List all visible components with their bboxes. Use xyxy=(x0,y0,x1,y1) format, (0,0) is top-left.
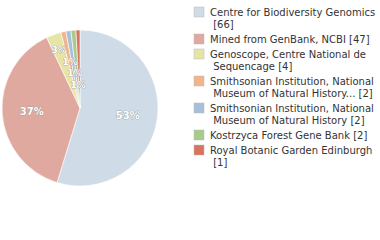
legend-item: Genoscope, Centre National de Sequencage… xyxy=(194,49,366,72)
legend-item: Mined from GenBank, NCBI [47] xyxy=(194,34,370,45)
chart: 53%37%3%1%1%1%Centre for Biodiversity Ge… xyxy=(0,0,380,240)
legend-swatch xyxy=(194,49,204,59)
legend: Centre for Biodiversity Genomics [66] Min… xyxy=(194,7,375,168)
legend-label: Kostrzyca Forest Gene Bank [2] xyxy=(210,130,367,141)
legend-item: Kostrzyca Forest Gene Bank [2] xyxy=(194,130,367,141)
legend-label: Royal Botanic Garden Edinburgh [1] xyxy=(210,145,372,168)
legend-swatch xyxy=(194,130,204,140)
legend-swatch xyxy=(194,76,204,86)
legend-label: Mined from GenBank, NCBI [47] xyxy=(210,34,370,45)
data-label: 1% xyxy=(62,57,77,67)
data-label: 37% xyxy=(20,106,44,117)
legend-swatch xyxy=(194,103,204,113)
legend-label: Smithsonian Institution, National Museum… xyxy=(210,76,374,99)
legend-label: Genoscope, Centre National de Sequencage… xyxy=(210,49,366,72)
legend-item: Centre for Biodiversity Genomics [66] xyxy=(194,7,375,30)
legend-item: Royal Botanic Garden Edinburgh [1] xyxy=(194,145,372,168)
pie xyxy=(2,30,158,186)
legend-swatch xyxy=(194,145,204,155)
data-label: 3% xyxy=(52,45,67,55)
data-label: 1% xyxy=(67,68,82,78)
data-labels: 53%37%3%1%1%1% xyxy=(20,45,140,121)
data-label: 1% xyxy=(70,80,85,90)
legend-item: Smithsonian Institution, National Museum… xyxy=(194,76,374,99)
legend-label: Smithsonian Institution, National Museum… xyxy=(210,103,374,126)
legend-item: Smithsonian Institution, National Museum… xyxy=(194,103,374,126)
data-label: 53% xyxy=(116,110,140,121)
legend-label: Centre for Biodiversity Genomics [66] xyxy=(210,7,375,30)
slice xyxy=(2,37,80,182)
legend-swatch xyxy=(194,34,204,44)
legend-swatch xyxy=(194,7,204,17)
